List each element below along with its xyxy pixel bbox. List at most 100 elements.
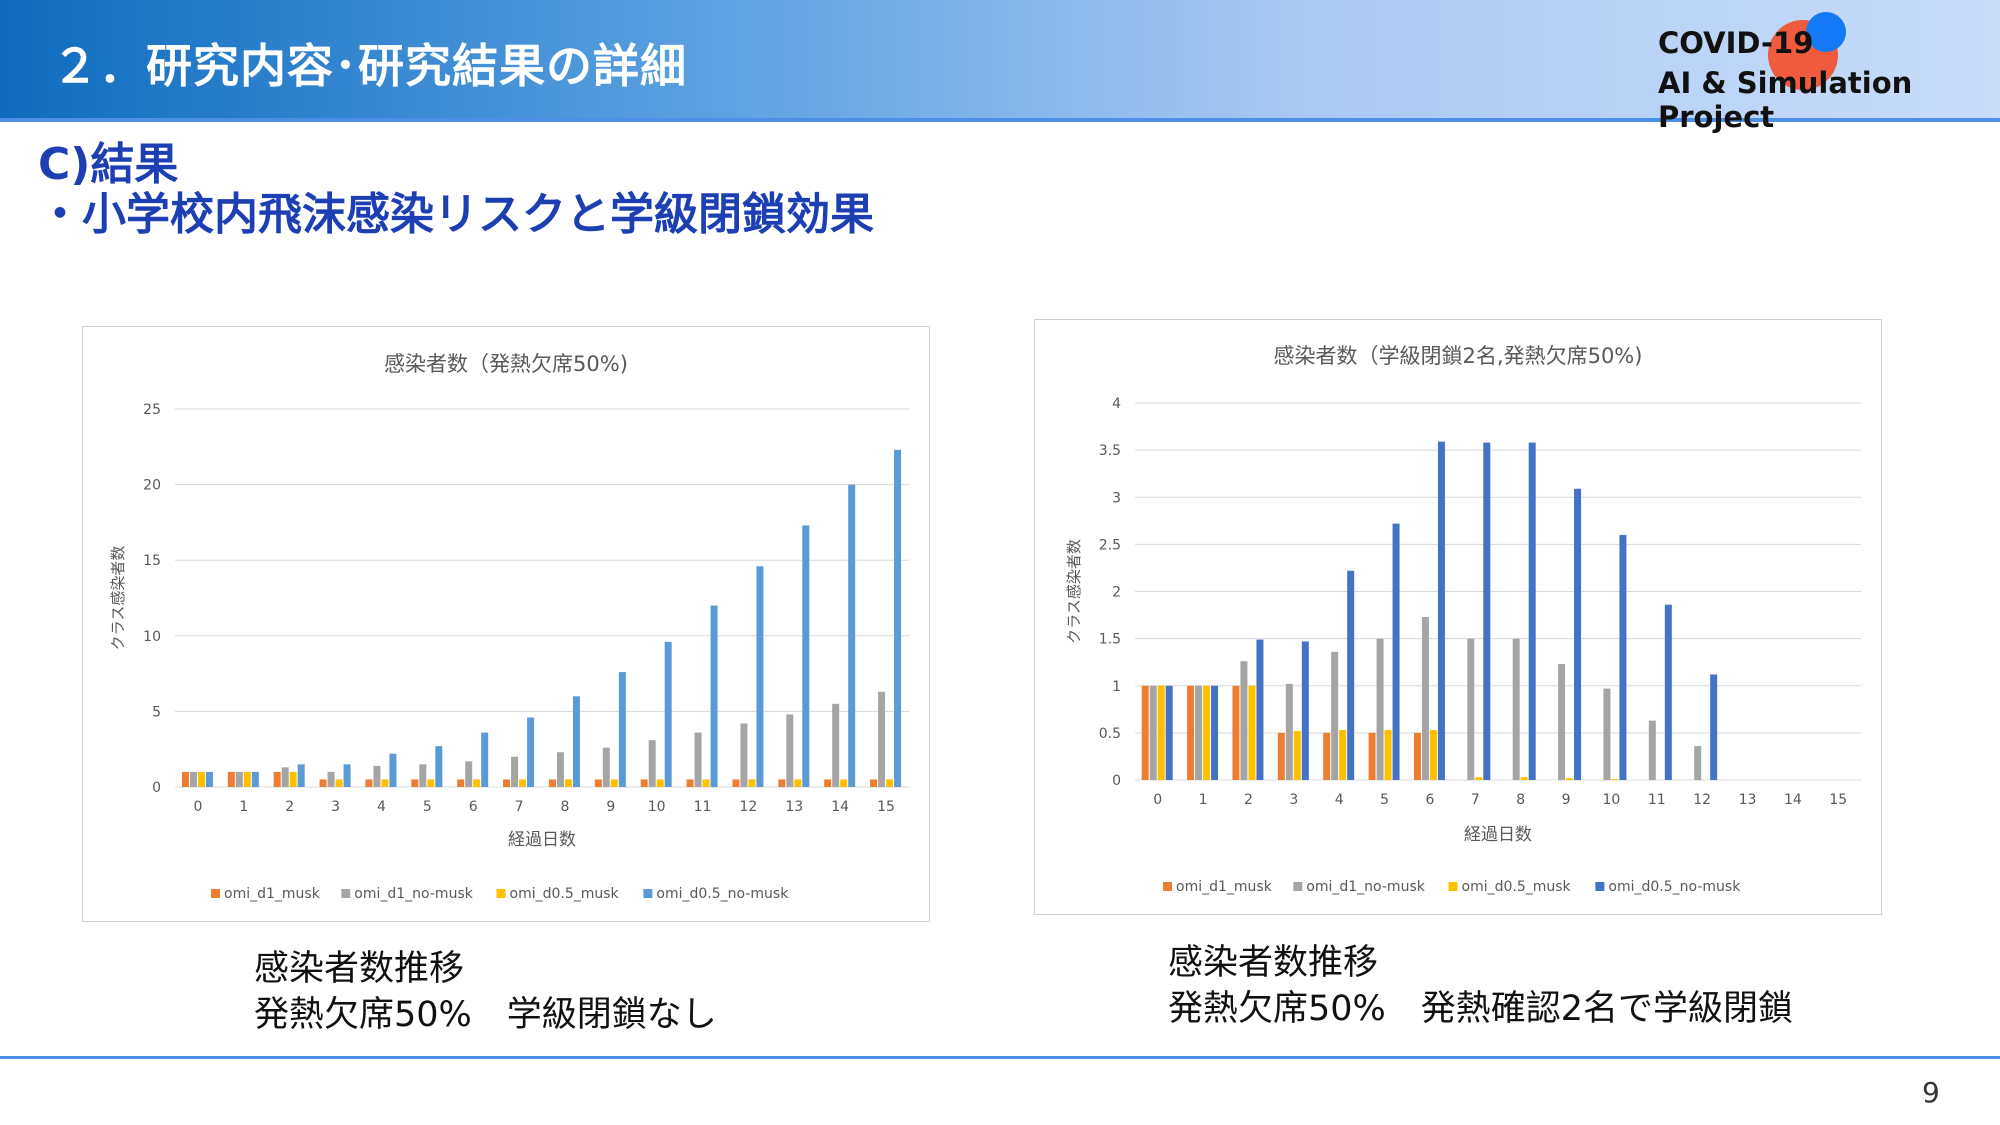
bar-omi_d0.5_musk [473, 779, 481, 787]
bar-omi_d0.5_musk [1203, 685, 1211, 780]
legend-swatch-omi_d0.5_no-musk [1595, 882, 1605, 891]
bar-omi_d1_musk [1187, 685, 1195, 780]
bar-omi_d1_musk [548, 779, 556, 787]
section-subtitle: ・小学校内飛沫感染リスクと学級閉鎖効果 [38, 189, 874, 240]
y-tick-label: 4 [1112, 396, 1121, 412]
bar-omi_d0.5_musk [1339, 730, 1347, 780]
y-tick-label: 2.5 [1099, 537, 1121, 553]
bar-omi_d0.5_no-musk [1256, 639, 1264, 780]
bar-omi_d0.5_musk [243, 771, 251, 787]
bar-omi_d0.5_no-musk [618, 672, 626, 787]
x-tick-label: 8 [1516, 792, 1525, 808]
y-tick-label: 3 [1112, 490, 1121, 506]
bar-omi_d1_musk [1368, 732, 1376, 780]
legend-label: omi_d0.5_musk [510, 886, 620, 902]
x-tick-label: 9 [1562, 792, 1571, 808]
chart-title: 感染者数（学級閉鎖2名,発熱欠席50%) [1274, 344, 1643, 368]
x-tick-label: 10 [648, 799, 666, 815]
legend-swatch-omi_d1_musk [1163, 882, 1172, 891]
y-tick-label: 1.5 [1099, 632, 1121, 648]
bar-omi_d0.5_musk [289, 771, 297, 787]
x-tick-label: 7 [515, 799, 524, 815]
caption-left-line2: 発熱欠席50% 学級閉鎖なし [254, 995, 717, 1035]
x-tick-label: 7 [1471, 792, 1480, 808]
bar-omi_d0.5_musk [427, 779, 435, 787]
bar-omi_d1_no-musk [832, 703, 840, 787]
bar-omi_d0.5_no-musk [1211, 685, 1219, 780]
x-tick-label: 6 [469, 799, 478, 815]
x-tick-label: 10 [1603, 792, 1621, 808]
y-tick-label: 1 [1112, 679, 1121, 695]
bar-omi_d0.5_musk [197, 771, 205, 787]
bar-omi_d0.5_musk [1475, 777, 1483, 780]
bar-omi_d0.5_musk [335, 779, 343, 787]
bar-omi_d1_musk [640, 779, 648, 787]
y-tick-label: 0 [1112, 773, 1121, 789]
bar-omi_d1_no-musk [1512, 638, 1520, 780]
bar-omi_d0.5_no-musk [1483, 442, 1491, 780]
bar-omi_d0.5_no-musk [1165, 685, 1173, 780]
bar-omi_d1_no-musk [1694, 746, 1702, 780]
caption-right-line1: 感染者数推移 [1168, 943, 1379, 983]
bar-omi_d0.5_no-musk [481, 732, 489, 787]
x-tick-label: 1 [1199, 792, 1208, 808]
logo-blue-circle [1806, 12, 1846, 52]
bar-omi_d0.5_musk [1566, 778, 1574, 780]
project-name-line1: COVID-19 [1658, 26, 1814, 60]
bar-omi_d1_musk [503, 779, 511, 787]
bar-omi_d1_musk [1323, 732, 1331, 780]
bar-omi_d1_no-musk [465, 761, 473, 787]
project-name-line2: AI & Simulation Project [1658, 66, 1913, 134]
bar-omi_d0.5_no-musk [572, 696, 580, 787]
bar-omi_d1_musk [365, 779, 373, 787]
y-tick-label: 0.5 [1099, 726, 1121, 742]
x-tick-label: 13 [785, 799, 803, 815]
y-tick-label: 3.5 [1099, 443, 1121, 459]
bar-omi_d1_no-musk [1149, 685, 1157, 780]
y-tick-label: 10 [143, 629, 161, 645]
bar-omi_d1_no-musk [1240, 661, 1248, 780]
legend-swatch-omi_d0.5_no-musk [643, 889, 653, 898]
bar-omi_d0.5_musk [656, 779, 664, 787]
bar-omi_d1_musk [181, 771, 189, 787]
bar-omi_d0.5_no-musk [1437, 441, 1445, 780]
bar-omi_d1_no-musk [1648, 720, 1656, 780]
x-tick-label: 15 [877, 799, 895, 815]
x-tick-label: 14 [1784, 792, 1802, 808]
bar-omi_d0.5_no-musk [848, 484, 856, 787]
bar-omi_d1_no-musk [1331, 651, 1339, 780]
y-tick-label: 25 [143, 402, 161, 418]
legend-swatch-omi_d0.5_musk [496, 889, 506, 898]
slide-title: ２．研究内容･研究結果の詳細 [52, 39, 687, 93]
bar-omi_d1_musk [1232, 685, 1240, 780]
x-tick-label: 3 [1289, 792, 1298, 808]
bar-omi_d1_musk [1141, 685, 1149, 780]
bar-omi_d1_no-musk [1421, 616, 1429, 780]
legend-label: omi_d1_no-musk [1306, 879, 1425, 895]
caption-right-line2: 発熱欠席50% 発熱確認2名で学級閉鎖 [1168, 989, 1794, 1029]
y-tick-label: 2 [1112, 585, 1121, 601]
bar-omi_d0.5_musk [1248, 685, 1256, 780]
bar-omi_d1_no-musk [1467, 638, 1475, 780]
bar-omi_d1_no-musk [189, 771, 197, 787]
bar-omi_d0.5_musk [610, 779, 618, 787]
legend-label: omi_d1_no-musk [354, 886, 473, 902]
bar-omi_d1_musk [686, 779, 694, 787]
bar-omi_d0.5_musk [1429, 730, 1437, 780]
bar-omi_d0.5_no-musk [435, 746, 443, 787]
bar-omi_d0.5_no-musk [1301, 641, 1309, 780]
bar-omi_d0.5_no-musk [1392, 523, 1400, 780]
x-tick-label: 2 [1244, 792, 1253, 808]
bar-omi_d0.5_no-musk [894, 449, 902, 787]
x-tick-label: 11 [1648, 792, 1666, 808]
x-tick-label: 12 [740, 799, 758, 815]
bar-omi_d0.5_no-musk [527, 717, 535, 787]
bar-omi_d0.5_musk [519, 779, 527, 787]
bar-omi_d0.5_no-musk [205, 771, 213, 787]
legend-label: omi_d1_musk [224, 886, 321, 902]
x-tick-label: 5 [1380, 792, 1389, 808]
bar-omi_d1_no-musk [556, 752, 564, 787]
bar-omi_d0.5_no-musk [297, 764, 305, 787]
legend-label: omi_d0.5_no-musk [656, 886, 789, 902]
